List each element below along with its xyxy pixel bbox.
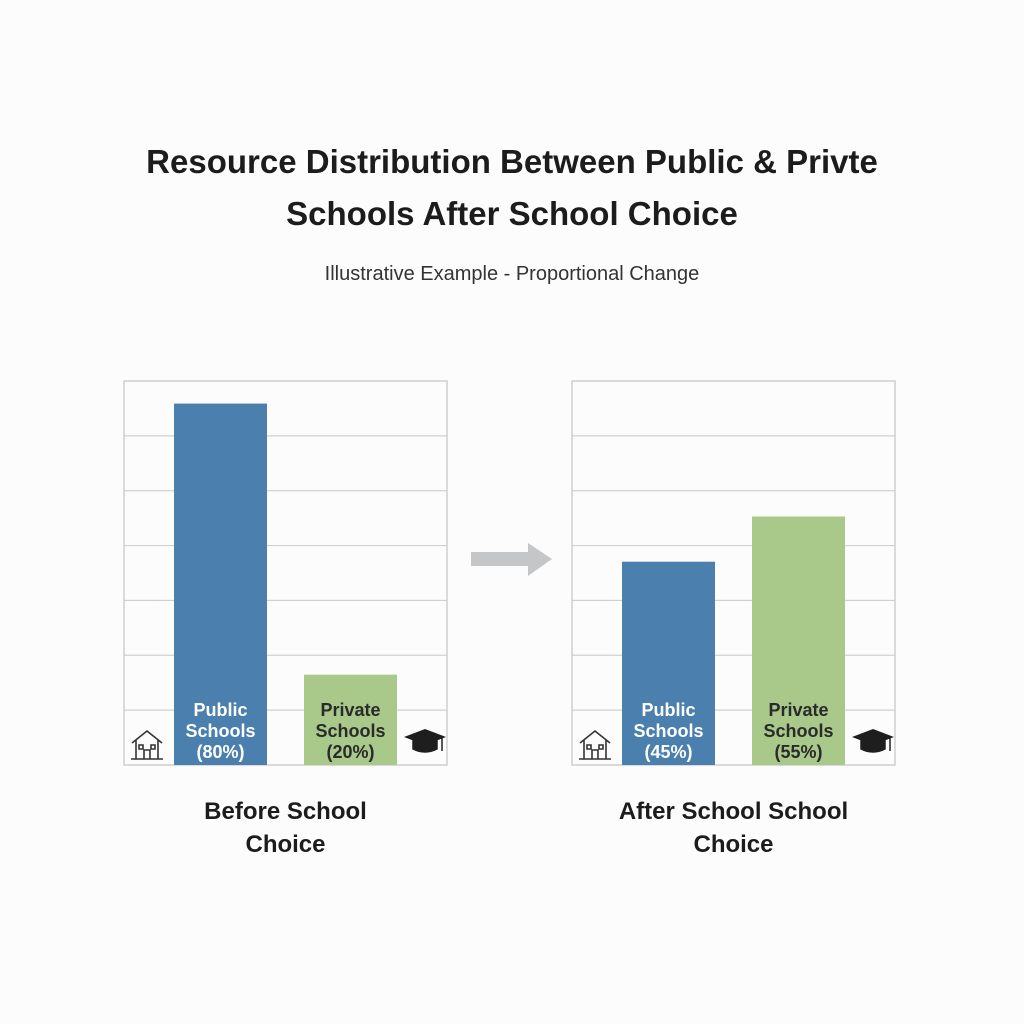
bar — [304, 674, 397, 765]
bar-chart — [571, 380, 896, 766]
value-label: (20%) — [326, 741, 375, 762]
category-label: Public Schools — [633, 699, 704, 741]
chart-frame — [123, 380, 448, 766]
bar — [174, 403, 267, 765]
house-icon — [131, 729, 163, 760]
cap-icon-base — [412, 738, 443, 753]
x-axis-label: Before School Choice — [204, 798, 367, 858]
value-label: (45%) — [644, 741, 693, 762]
house-icon — [579, 729, 611, 760]
transition-arrow — [471, 543, 552, 576]
cap-icon — [852, 729, 894, 745]
category-label: Public Schools — [185, 699, 256, 741]
bar — [622, 561, 715, 765]
category-label: Private Schools — [315, 699, 386, 741]
chart-frame — [571, 380, 896, 766]
value-label: (80%) — [196, 741, 245, 762]
bar-label: Private Schools (55%) — [752, 517, 845, 765]
bar-chart — [123, 380, 448, 766]
bar-label: Private Schools (20%) — [304, 675, 397, 765]
cap-icon — [404, 729, 446, 745]
value-label: (55%) — [774, 741, 823, 762]
x-axis-label: After School School Choice — [618, 798, 849, 858]
page-title: Resource Distribution Between Public & P… — [146, 143, 878, 232]
bar — [752, 516, 845, 765]
cap-icon-base — [860, 738, 891, 753]
category-label: Private Schools — [763, 699, 834, 741]
bar-label: Public Schools (80%) — [174, 404, 267, 765]
bar-label: Public Schools (45%) — [622, 562, 715, 765]
page-subtitle: Illustrative Example - Proportional Chan… — [324, 263, 700, 285]
